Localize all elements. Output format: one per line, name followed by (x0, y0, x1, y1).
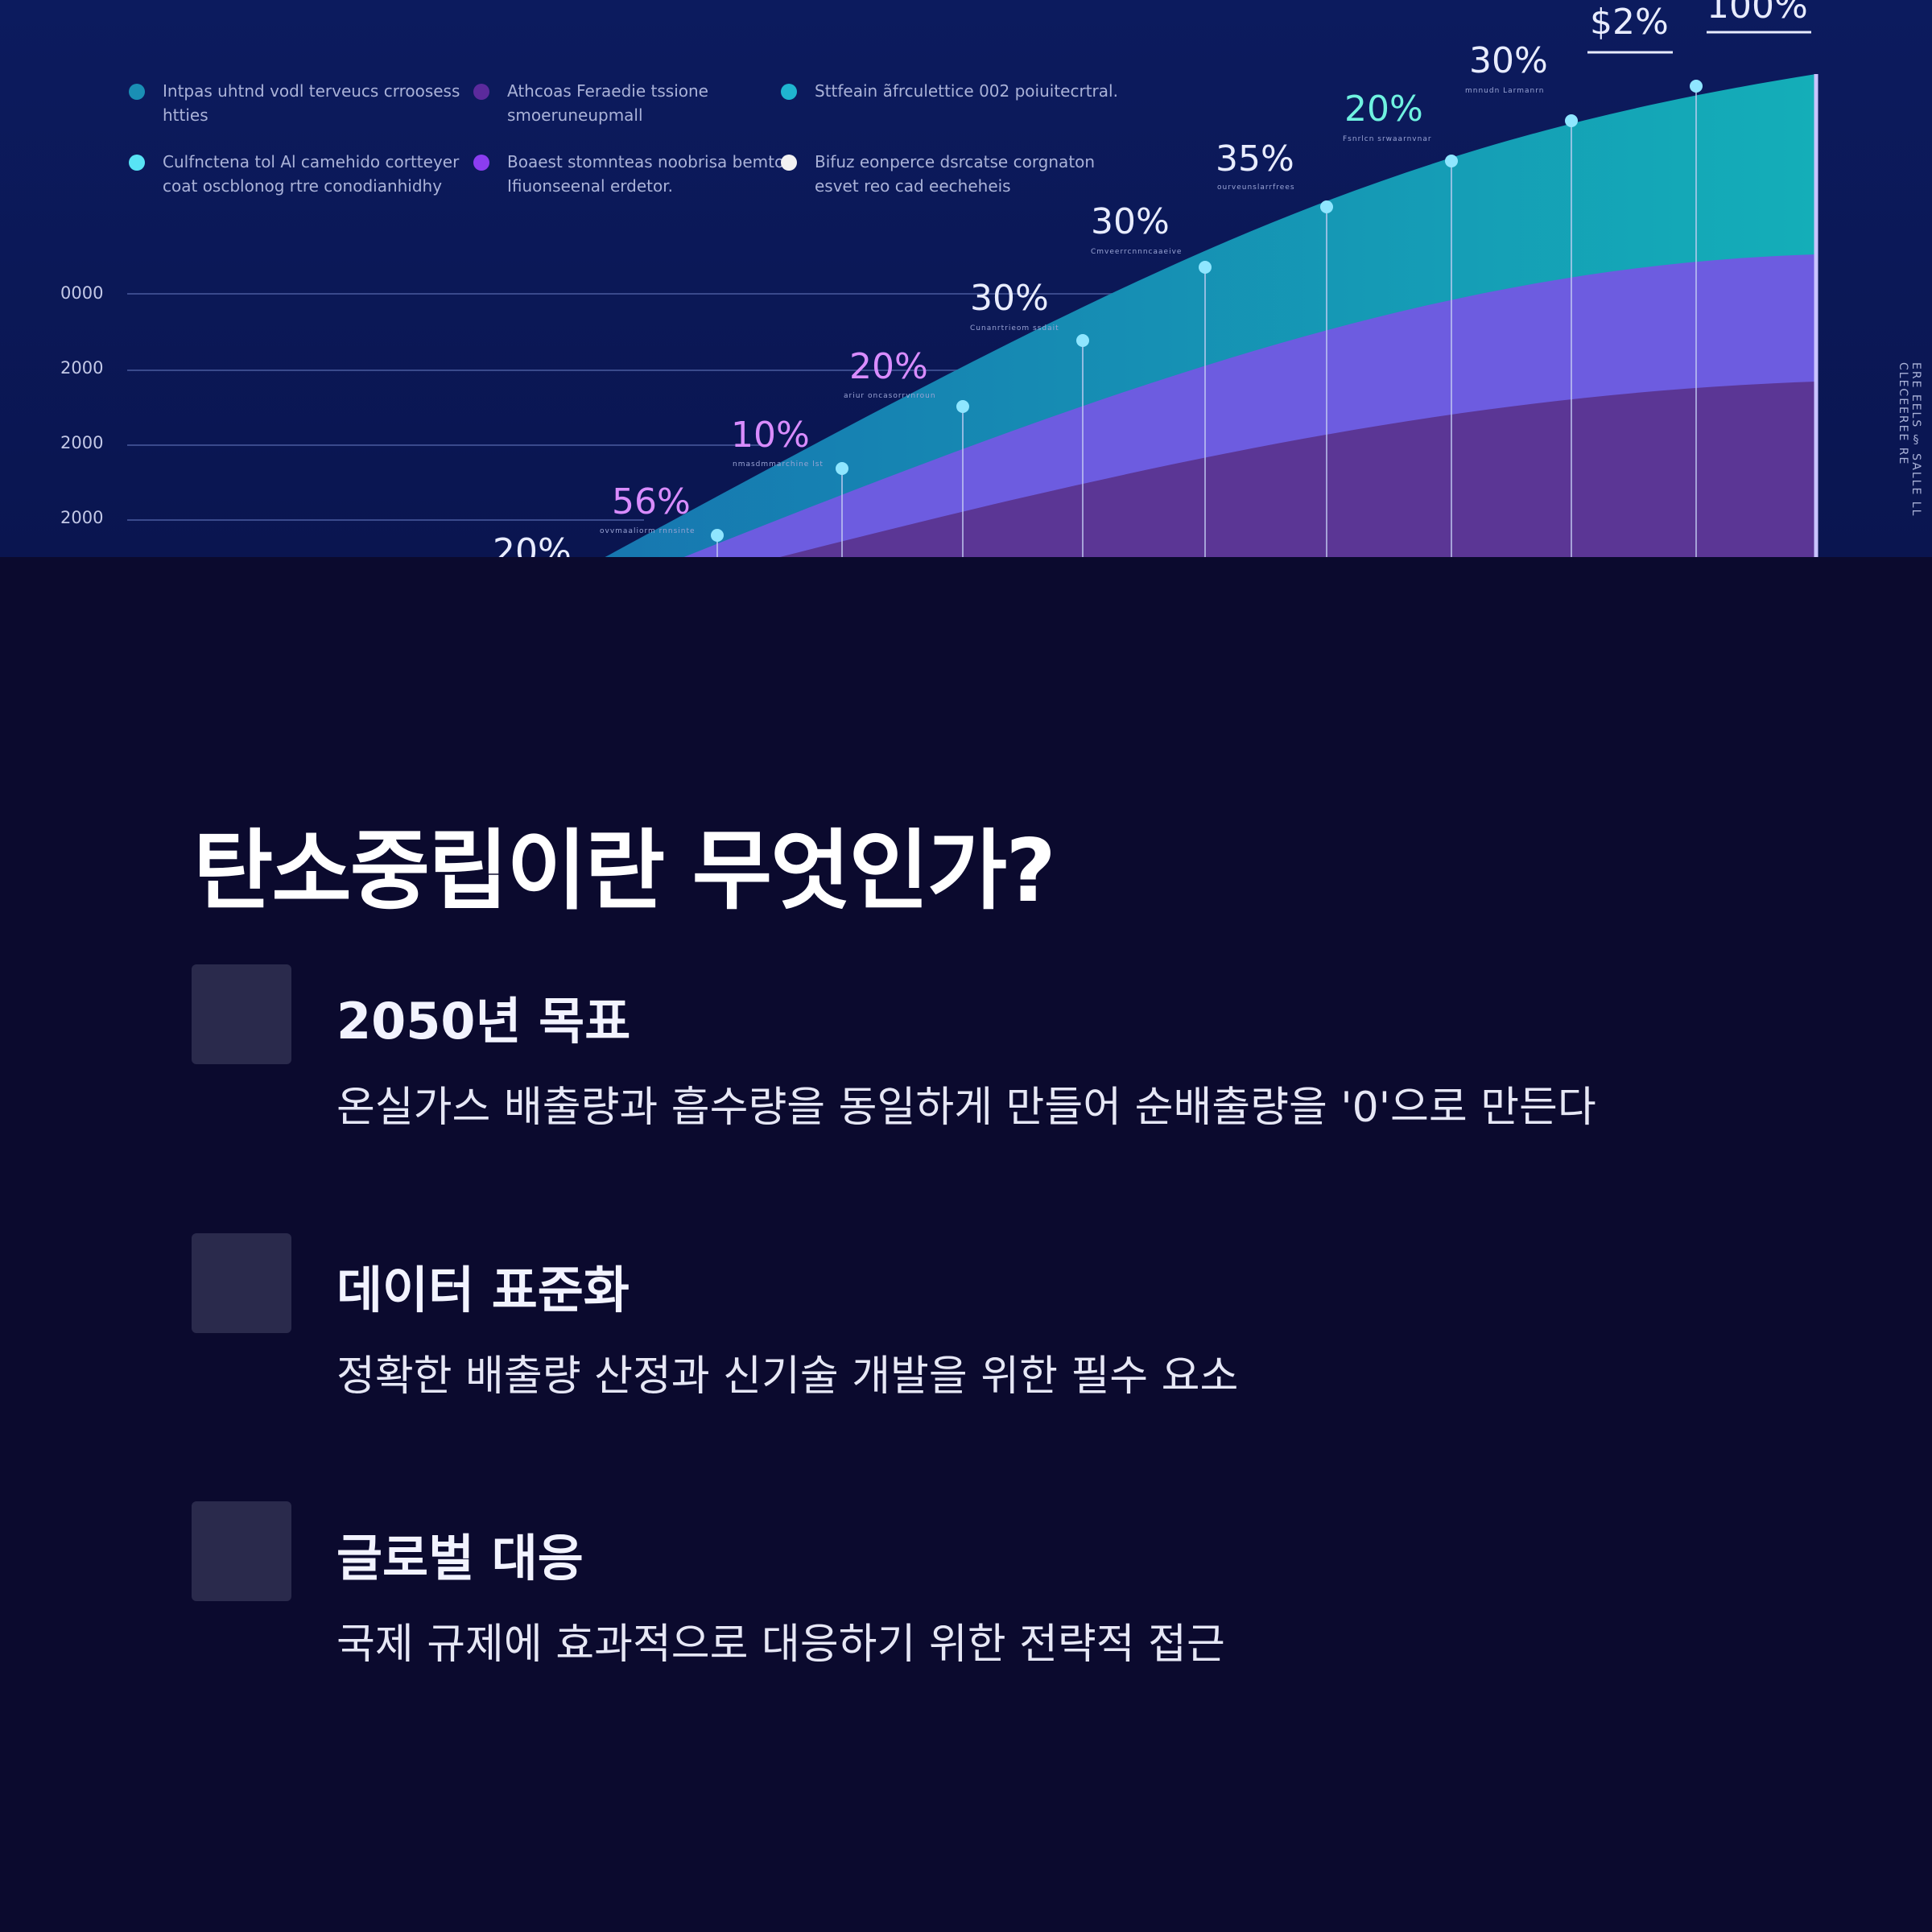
feature-item-data: 데이터 표준화 정확한 배출량 산정과 신기술 개발을 위한 필수 요소 (192, 1233, 1802, 1443)
dot-icon (473, 155, 489, 171)
feature-item-target: 2050년 목표 온실가스 배출량과 흡수량을 동일하게 만들어 순배출량을 '… (192, 964, 1802, 1174)
point-label: 10% (731, 415, 810, 456)
legend-label: Intpas uhtnd vodl terveucs crroosess htt… (163, 81, 460, 125)
point-label: 20% (849, 346, 928, 387)
feature-title: 데이터 표준화 (336, 1261, 630, 1319)
legend-item: Boaest stomnteas noobrisa bemtoe Ifiuons… (473, 150, 821, 198)
legend-label: Boaest stomnteas noobrisa bemtoe Ifiuons… (507, 152, 795, 196)
point-label: 56% (612, 481, 691, 522)
legend-label: Culfnctena tol Al camehido cortteyer coa… (163, 152, 460, 196)
side-vertical-text: ERE EELS § SALLE LL CLECEEREE RE (1897, 362, 1922, 518)
y-tick-label: 0000 (60, 283, 104, 303)
point-label: 30% (1091, 201, 1170, 242)
feature-item-global: 글로벌 대응 국제 규제에 효과적으로 대응하기 위한 전략적 접근 (192, 1501, 1802, 1711)
point-label: $2% (1590, 2, 1669, 43)
legend-label: Athcoas Feraedie tssione smoeruneupmall (507, 81, 708, 125)
data-point (1445, 155, 1458, 167)
point-caption: ariur oncasorrvnroun (844, 392, 936, 400)
dot-icon (473, 84, 489, 100)
dot-icon (129, 155, 145, 171)
feature-icon (192, 964, 291, 1064)
legend-item: Bifuz eonperce dsrcatse corgnaton esvet … (781, 150, 1129, 198)
feature-description: 온실가스 배출량과 흡수량을 동일하게 만들어 순배출량을 '0'으로 만든다 (336, 1084, 1596, 1132)
data-point (711, 529, 724, 542)
legend-item: Culfnctena tol Al camehido cortteyer coa… (129, 150, 477, 198)
area-series-3 (779, 382, 1816, 557)
feature-description: 국제 규제에 효과적으로 대응하기 위한 전략적 접근 (336, 1620, 1225, 1669)
point-caption: ovvmaaliorm rnnsinte (600, 527, 696, 535)
data-point (1199, 261, 1212, 274)
data-point (956, 400, 969, 413)
y-tick-label: 2000 (60, 433, 104, 452)
data-point (1690, 80, 1703, 93)
point-caption: mnnudn Larmanrn (1465, 87, 1545, 95)
legend-label: Sttfeain ãfrculettice 002 poiuitecrtral. (815, 81, 1118, 101)
chart-banner-image: Intpas uhtnd vodl terveucs crroosess htt… (0, 0, 1932, 557)
data-point (836, 462, 848, 475)
point-label: 30% (1469, 40, 1548, 81)
dot-icon (781, 84, 797, 100)
legend-label: Bifuz eonperce dsrcatse corgnaton esvet … (815, 152, 1096, 196)
data-point (1320, 200, 1333, 213)
feature-title: 2050년 목표 (336, 992, 631, 1051)
feature-title: 글로벌 대응 (336, 1529, 584, 1587)
dot-icon (129, 84, 145, 100)
point-label: 35% (1216, 138, 1294, 180)
point-label: 20% (1344, 89, 1423, 130)
dot-icon (781, 155, 797, 171)
y-tick-label: 2000 (60, 508, 104, 527)
feature-icon (192, 1233, 291, 1333)
data-point (1565, 114, 1578, 127)
y-tick-label: 2000 (60, 358, 104, 378)
point-caption: ourveunslarrfrees (1217, 184, 1295, 192)
data-point (1076, 334, 1089, 347)
point-caption: Cunanrtrieom ssdait (970, 324, 1059, 332)
page-title: 탄소중립이란 무엇인가? (193, 821, 1056, 922)
point-caption: Fsnrlcn srwaarnvnar (1343, 135, 1432, 143)
point-caption: Cmveerrcnnncaaeive (1091, 248, 1183, 256)
point-label: 30% (970, 278, 1049, 319)
feature-icon (192, 1501, 291, 1601)
point-caption: nmasdmmarchine lst (733, 460, 824, 469)
area-chart (0, 0, 1932, 557)
point-label: 100% (1707, 0, 1808, 27)
feature-description: 정확한 배출량 산정과 신기술 개발을 위한 필수 요소 (336, 1352, 1239, 1401)
legend-item: Athcoas Feraedie tssione smoeruneupmall (473, 79, 821, 127)
point-label: 20% (493, 531, 572, 557)
legend-item: Intpas uhtnd vodl terveucs crroosess htt… (129, 79, 477, 127)
legend-item: Sttfeain ãfrculettice 002 poiuitecrtral. (781, 79, 1129, 103)
